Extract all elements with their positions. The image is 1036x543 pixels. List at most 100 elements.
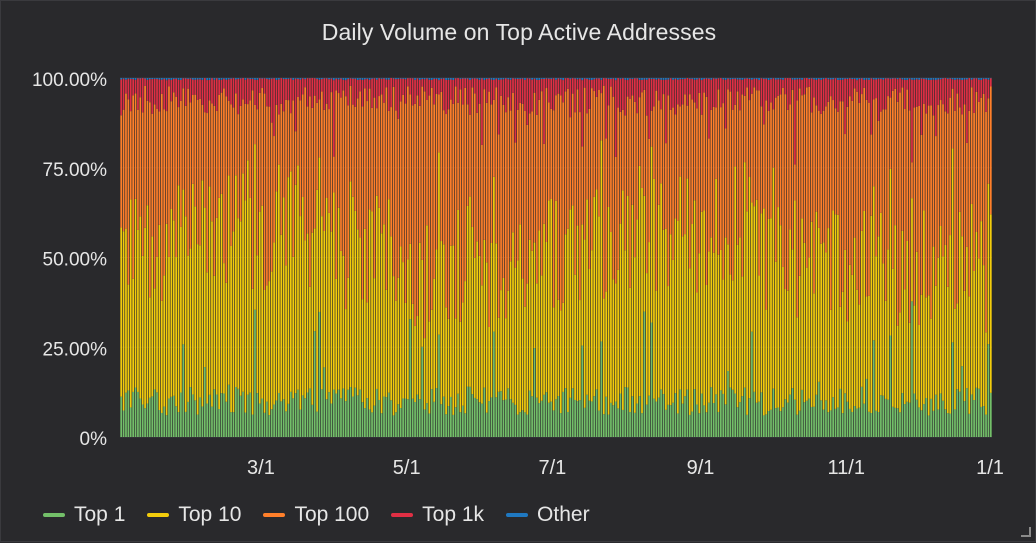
bar-segment-top-10 — [827, 228, 829, 412]
bar-segment-top-1 — [827, 412, 829, 437]
bar-segment-top-100 — [278, 115, 280, 165]
bar-segment-top-10 — [675, 218, 677, 393]
bar-segment-top-100 — [720, 107, 722, 250]
bar-segment-top-10 — [247, 160, 249, 394]
bar-segment-top-1 — [794, 400, 796, 437]
bar-segment-top-100 — [292, 100, 294, 256]
bar-segment-top-1 — [194, 400, 196, 437]
bar-segment-top-10 — [868, 296, 870, 412]
bar-segment-top-100 — [914, 108, 916, 306]
bar-segment-other — [249, 78, 251, 79]
bar-segment-top-100 — [233, 108, 235, 232]
bar-segment-other — [515, 78, 517, 79]
bar-segment-top-100 — [445, 114, 447, 307]
bar-segment-top-1 — [354, 388, 356, 437]
bar-segment-other — [782, 78, 784, 80]
legend-item-top-1[interactable]: Top 1 — [43, 503, 125, 527]
bar-segment-top-1k — [558, 79, 560, 94]
bar-segment-top-10 — [648, 242, 650, 396]
legend-item-other[interactable]: Other — [506, 503, 590, 527]
bar-segment-top-1 — [627, 387, 629, 437]
bar-segment-top-1 — [966, 388, 968, 437]
bar-segment-top-1 — [560, 413, 562, 437]
bar-segment-top-1k — [966, 79, 968, 143]
bar-segment-top-1 — [495, 397, 497, 437]
bar-segment-top-1k — [784, 78, 786, 94]
bar-segment-top-10 — [488, 327, 490, 401]
bar-segment-top-1 — [311, 405, 313, 437]
bar-segment-other — [823, 78, 825, 79]
bar-segment-top-1k — [529, 79, 531, 114]
bar-segment-top-1 — [768, 411, 770, 437]
bar-segment-top-100 — [417, 95, 419, 316]
resize-handle-icon[interactable] — [1021, 527, 1031, 537]
bar-segment-top-100 — [345, 96, 347, 309]
bar-segment-top-10 — [199, 245, 201, 397]
bar-segment-other — [225, 78, 227, 80]
bar-segment-top-100 — [493, 100, 495, 177]
bar-segment-top-1 — [149, 398, 151, 437]
bar-segment-other — [768, 78, 770, 80]
legend-item-top-1k[interactable]: Top 1k — [391, 503, 484, 527]
bar-segment-other — [749, 78, 751, 79]
bar-segment-top-1k — [644, 80, 646, 90]
bar-segment-top-1 — [534, 348, 536, 437]
bar-segment-top-10 — [584, 240, 586, 408]
bar-segment-top-100 — [271, 123, 273, 272]
legend-label: Other — [537, 503, 590, 527]
bar-segment-other — [856, 78, 858, 80]
bar-segment-top-100 — [125, 94, 127, 229]
bar-segment-top-1 — [971, 394, 973, 437]
bar-segment-top-1k — [713, 78, 715, 107]
bar-segment-top-100 — [644, 90, 646, 196]
bar-segment-top-10 — [954, 309, 956, 410]
bar-segment-top-1 — [522, 410, 524, 437]
bar-segment-top-100 — [166, 111, 168, 224]
bar-segment-top-1k — [479, 80, 481, 104]
bar-segment-top-1k — [534, 79, 536, 93]
bar-segment-top-1k — [682, 79, 684, 104]
bar-segment-top-1 — [708, 403, 710, 437]
bar-segment-top-1k — [445, 80, 447, 114]
legend-item-top-100[interactable]: Top 100 — [263, 503, 369, 527]
bar-segment-top-1 — [538, 403, 540, 437]
bar-segment-other — [402, 78, 404, 79]
bar-segment-top-1 — [266, 402, 268, 437]
bar-segment-other — [431, 78, 433, 80]
bar-segment-top-1 — [436, 388, 438, 437]
bar-segment-top-1 — [914, 394, 916, 437]
bar-segment-top-1 — [376, 389, 378, 437]
bar-segment-top-1 — [870, 413, 872, 437]
bar-segment-top-100 — [894, 89, 896, 225]
bar-segment-top-1 — [541, 401, 543, 437]
bar-segment-top-1 — [316, 412, 318, 437]
bar-segment-top-10 — [223, 263, 225, 393]
bar-segment-top-1 — [842, 413, 844, 437]
bar-segment-other — [295, 78, 297, 79]
bar-segment-other — [452, 78, 454, 80]
bar-segment-top-1k — [983, 79, 985, 94]
bar-segment-top-1 — [225, 402, 227, 437]
legend-item-top-10[interactable]: Top 10 — [147, 503, 241, 527]
bar-segment-top-1k — [739, 79, 741, 110]
bar-segment-top-100 — [223, 88, 225, 263]
bar-segment-top-10 — [949, 235, 951, 413]
bar-segment-top-10 — [813, 293, 815, 406]
bar-segment-top-10 — [696, 292, 698, 404]
bar-segment-top-10 — [526, 284, 528, 415]
bar-segment-top-10 — [694, 200, 696, 389]
bar-segment-top-1k — [741, 80, 743, 95]
bar-segment-top-10 — [128, 285, 130, 391]
bar-segment-other — [495, 78, 497, 79]
bar-segment-other — [983, 78, 985, 79]
bar-segment-top-1 — [710, 387, 712, 437]
bar-segment-other — [866, 78, 868, 79]
bar-segment-top-1 — [706, 412, 708, 437]
bar-segment-top-100 — [603, 86, 605, 299]
bar-segment-other — [808, 78, 810, 79]
bar-segment-other — [928, 78, 930, 80]
bar-segment-top-1k — [135, 80, 137, 94]
bar-segment-top-1k — [209, 80, 211, 101]
bar-segment-top-1k — [168, 79, 170, 86]
bar-segment-top-1k — [429, 80, 431, 96]
